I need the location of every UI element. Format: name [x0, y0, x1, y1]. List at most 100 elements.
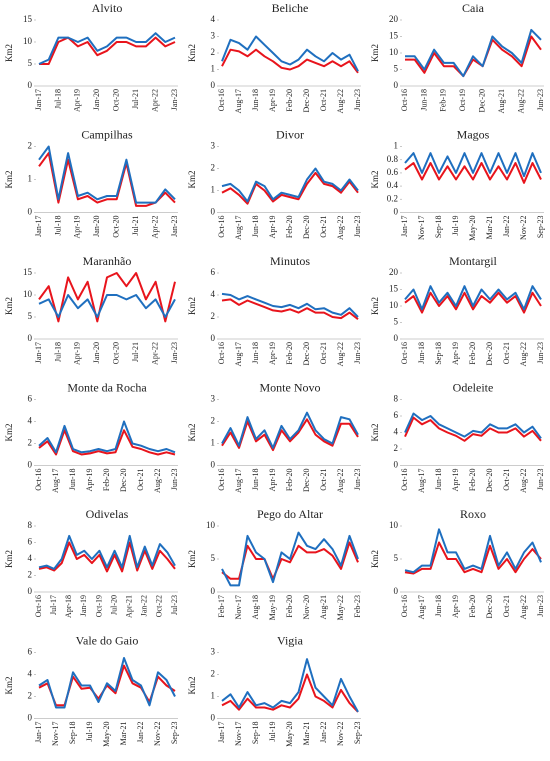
x-tick-label: Apr-19	[73, 216, 82, 239]
x-tick-label: Mar-21	[485, 216, 494, 240]
x-tick-label: Oct-21	[502, 595, 511, 617]
x-tick-label: Oct-20	[112, 89, 121, 111]
series-line	[221, 292, 359, 318]
chart-title: Montargil	[449, 254, 497, 268]
x-tick-label: Jun-23	[536, 89, 545, 111]
x-tick-label: Nov-17	[51, 722, 60, 746]
x-tick-label: Jun-18	[419, 89, 428, 111]
x-tick-label: Jan-17	[400, 216, 409, 237]
x-tick-label: Jun-23	[353, 216, 362, 238]
x-tick-label: Aug-18	[251, 595, 260, 619]
x-tick-label: Aug-17	[234, 342, 243, 366]
x-tick-label: Jun-18	[251, 89, 260, 111]
y-tick-label: 2	[211, 311, 216, 321]
x-tick-label: Jun-18	[434, 595, 443, 617]
x-tick-label: Nov-22	[336, 722, 345, 746]
x-tick-label: Sep-18	[68, 722, 77, 745]
x-tick-label: Jan-20	[92, 216, 101, 237]
x-tick-label: Feb-20	[285, 89, 294, 112]
x-tick-label: Jul-19	[85, 722, 94, 742]
chart-title: Roxo	[460, 507, 486, 521]
y-tick-label: 20	[389, 267, 399, 277]
x-tick-label: Aug-22	[519, 595, 528, 619]
y-tick-label: 0	[211, 207, 216, 217]
y-tick-label: 8	[28, 520, 33, 530]
x-tick-label: Oct-21	[319, 469, 328, 491]
series-line	[221, 531, 359, 587]
x-tick-label: Jan-17	[34, 722, 43, 743]
x-tick-label: Jun-23	[536, 342, 545, 364]
x-tick-label: Jan-23	[170, 89, 179, 110]
x-tick-label: Nov-17	[234, 595, 243, 619]
y-axis-label: Km2	[187, 550, 197, 568]
y-tick-label: 5	[28, 311, 33, 321]
chart-title: Alvito	[92, 1, 123, 15]
x-tick-label: Aug-22	[519, 469, 528, 493]
x-tick-label: Aug-22	[516, 89, 525, 113]
chart-title: Magos	[457, 127, 490, 141]
x-tick-label: Jul-21	[131, 342, 140, 362]
x-tick-label: Jul-19	[268, 722, 277, 742]
y-tick-label: 0	[394, 333, 399, 343]
y-axis-label: Km2	[187, 424, 197, 442]
y-tick-label: 15	[389, 31, 399, 41]
series-line	[221, 48, 359, 74]
x-tick-label: Nov-17	[234, 722, 243, 746]
x-tick-label: Oct-21	[502, 342, 511, 364]
chart-title: Campilhas	[81, 127, 133, 141]
x-tick-label: Oct-16	[400, 342, 409, 364]
x-tick-label: Jul-21	[131, 89, 140, 109]
y-tick-label: 0	[394, 460, 399, 470]
x-tick-label: Jul-18	[53, 342, 62, 362]
y-tick-label: 10	[23, 289, 33, 299]
y-tick-label: 6	[394, 410, 399, 420]
x-tick-label: Jan-22	[136, 722, 145, 743]
y-tick-label: 10	[389, 520, 399, 530]
x-tick-label: Mar-21	[302, 722, 311, 746]
y-tick-label: 0	[211, 460, 216, 470]
y-tick-label: 0	[394, 80, 399, 90]
x-tick-label: Apr-19	[268, 342, 277, 365]
x-tick-label: Apr-19	[73, 89, 82, 112]
x-tick-label: Sep-18	[251, 722, 260, 745]
x-tick-label: Dec-20	[478, 89, 487, 113]
x-tick-label: Dec-20	[302, 89, 311, 113]
x-tick-label: Jun-23	[353, 469, 362, 491]
y-tick-label: 2	[211, 163, 216, 173]
series-line	[38, 534, 176, 570]
series-line	[221, 658, 359, 713]
x-tick-label: Oct-21	[136, 469, 145, 491]
x-tick-label: Dec-20	[485, 469, 494, 493]
series-line	[38, 145, 176, 204]
series-line	[38, 420, 176, 454]
series-line	[221, 35, 359, 72]
y-tick-label: 4	[394, 427, 399, 437]
x-tick-label: Apr-18	[64, 595, 73, 618]
x-tick-label: Jan-17	[217, 722, 226, 743]
x-tick-label: Jan-19	[79, 595, 88, 616]
x-tick-label: Jan-22	[319, 722, 328, 743]
x-tick-label: Oct-21	[502, 469, 511, 491]
x-tick-label: Feb-20	[102, 469, 111, 492]
series-line	[404, 291, 542, 314]
x-tick-label: Jun-18	[417, 342, 426, 364]
y-tick-label: 0	[211, 713, 216, 723]
x-tick-label: Aug-17	[234, 216, 243, 240]
x-tick-label: Feb-20	[285, 342, 294, 365]
y-axis-label: Km2	[370, 424, 380, 442]
chart-title: Pego do Altar	[257, 507, 323, 521]
y-tick-label: 10	[23, 36, 33, 46]
x-tick-label: Oct-22	[155, 595, 164, 617]
series-line	[404, 416, 542, 442]
y-axis-label: Km2	[4, 424, 14, 442]
x-tick-label: Apr-22	[150, 342, 159, 365]
series-line	[221, 673, 359, 713]
series-line	[221, 171, 359, 205]
x-tick-label: Oct-19	[458, 89, 467, 111]
y-tick-label: 2	[28, 691, 33, 701]
x-tick-label: Oct-20	[112, 342, 121, 364]
x-tick-label: Nov-22	[153, 722, 162, 746]
series-line	[38, 294, 176, 318]
series-line	[221, 411, 359, 449]
y-tick-label: 0.6	[387, 167, 399, 177]
